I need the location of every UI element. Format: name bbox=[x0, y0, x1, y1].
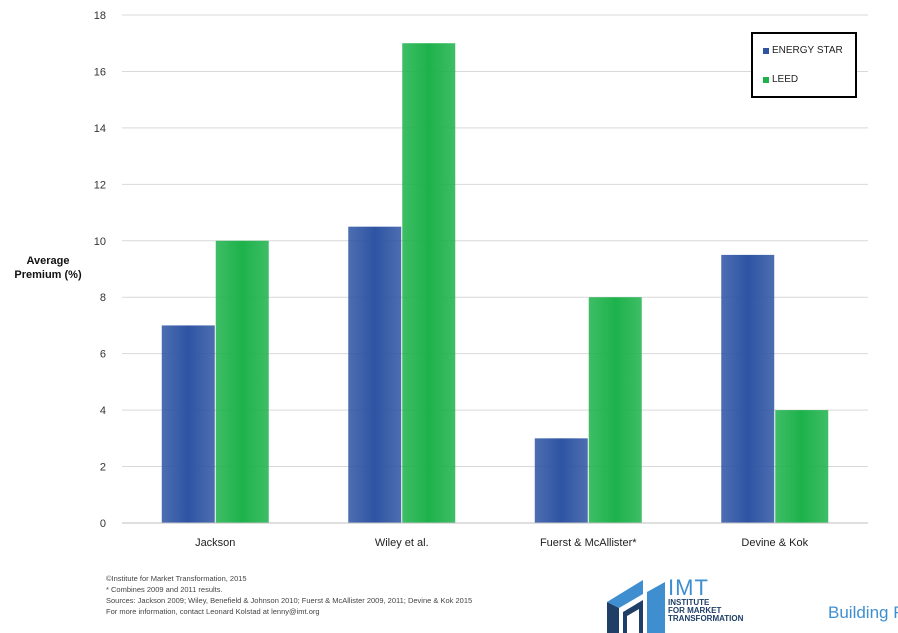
bar-energy-star-3 bbox=[721, 254, 775, 523]
x-category-label: Jackson bbox=[195, 537, 235, 549]
bar-leed-1 bbox=[402, 43, 456, 523]
sources-line: Sources: Jackson 2009; Wiley, Benefield … bbox=[106, 596, 473, 605]
y-tick-label: 6 bbox=[100, 349, 106, 361]
bar-energy-star-0 bbox=[161, 325, 215, 523]
y-tick-label: 0 bbox=[100, 518, 106, 530]
legend-label-energy-star: ENERGY STAR bbox=[772, 45, 843, 56]
legend-label-leed: LEED bbox=[772, 74, 799, 85]
x-category-label: Devine & Kok bbox=[741, 537, 808, 549]
x-category-label: Fuerst & McAllister* bbox=[540, 537, 637, 549]
bar-leed-2 bbox=[588, 297, 642, 523]
y-tick-label: 12 bbox=[94, 179, 106, 191]
bar-energy-star-2 bbox=[534, 438, 588, 523]
y-tick-label: 14 bbox=[94, 123, 106, 135]
bar-leed-3 bbox=[775, 410, 829, 523]
y-axis-ticks: 0 2 4 6 8 10 12 14 16 18 bbox=[94, 10, 106, 530]
bar-leed-0 bbox=[215, 240, 269, 523]
legend-item-energy-star: ENERGY STAR bbox=[763, 45, 843, 56]
y-axis-label: Average Premium (%) bbox=[0, 254, 96, 282]
bar-energy-star-1 bbox=[348, 226, 402, 523]
y-tick-label: 18 bbox=[94, 10, 106, 22]
bar-chart: 0 2 4 6 8 10 12 14 16 18 Jackson Wiley et al. Fuers… bbox=[94, 10, 868, 549]
y-tick-label: 16 bbox=[94, 66, 106, 78]
logo-line-1: INSTITUTE bbox=[668, 598, 710, 607]
y-tick-label: 4 bbox=[100, 405, 106, 417]
bars bbox=[161, 43, 829, 523]
x-axis-labels: Jackson Wiley et al. Fuerst & McAllister* D… bbox=[195, 537, 808, 549]
y-tick-label: 10 bbox=[94, 236, 106, 248]
footer-notes: ©Institute for Market Transformation, 20… bbox=[106, 573, 472, 617]
copyright-line: ©Institute for Market Transformation, 20… bbox=[106, 574, 247, 583]
legend: ENERGY STAR LEED bbox=[751, 32, 857, 98]
logo-line-2: FOR MARKET bbox=[668, 606, 722, 615]
note-line: * Combines 2009 and 2011 results. bbox=[106, 585, 223, 594]
partner-logo-text: Building R bbox=[828, 603, 898, 622]
imt-logo-text: IMT INSTITUTE FOR MARKET TRANSFORMATION bbox=[668, 577, 743, 623]
y-axis-label-line-1: Average bbox=[26, 255, 70, 267]
logo-line-3: TRANSFORMATION bbox=[668, 614, 744, 623]
y-tick-label: 2 bbox=[100, 462, 106, 474]
logo-abbr: IMT bbox=[668, 575, 709, 600]
y-axis-label-line-2: Premium (%) bbox=[14, 269, 82, 281]
contact-line: For more information, contact Leonard Ko… bbox=[106, 607, 320, 616]
legend-swatch-leed bbox=[763, 76, 769, 83]
legend-swatch-energy-star bbox=[763, 47, 769, 54]
legend-item-leed: LEED bbox=[763, 74, 798, 85]
imt-logo-icon bbox=[607, 580, 665, 633]
x-category-label: Wiley et al. bbox=[375, 537, 429, 549]
y-tick-label: 8 bbox=[100, 292, 106, 304]
